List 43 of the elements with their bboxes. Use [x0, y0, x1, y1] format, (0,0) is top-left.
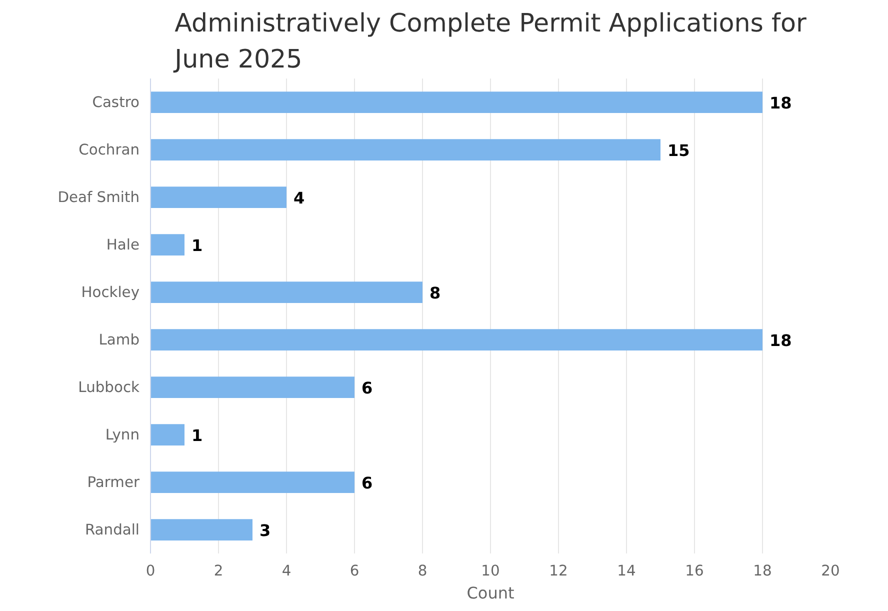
x-tick-label: 8 — [418, 562, 428, 580]
bar — [150, 329, 762, 350]
bar — [150, 139, 660, 160]
data-label: 1 — [192, 236, 203, 255]
data-label: 8 — [430, 283, 441, 302]
bar — [150, 519, 252, 540]
data-label: 3 — [260, 520, 271, 540]
y-tick-label: Parmer — [87, 474, 140, 491]
bar — [150, 282, 422, 303]
bar — [150, 92, 762, 113]
y-tick-label: Lubbock — [78, 378, 140, 396]
y-tick-label: Randall — [84, 521, 140, 538]
x-axis-title: Count — [466, 584, 514, 602]
x-tick-label: 20 — [821, 562, 840, 580]
y-tick-label: Castro — [92, 94, 140, 111]
x-tick-label: 10 — [481, 562, 500, 580]
data-label: 18 — [770, 93, 792, 112]
data-label: 6 — [362, 473, 373, 492]
x-tick-label: 0 — [146, 562, 156, 580]
y-tick-label: Hale — [106, 236, 140, 254]
x-tick-label: 12 — [549, 562, 568, 580]
x-tick-label: 14 — [617, 562, 636, 580]
x-tick-label: 18 — [753, 562, 772, 580]
bar — [150, 186, 286, 208]
data-label: 6 — [362, 378, 373, 398]
y-tick-label: Deaf Smith — [58, 188, 140, 206]
y-tick-label: Cochran — [78, 141, 140, 158]
data-label: 4 — [294, 188, 305, 208]
y-tick-label: Lynn — [105, 426, 140, 444]
bar — [150, 234, 184, 256]
x-tick-label: 4 — [282, 562, 292, 580]
data-label: 15 — [668, 140, 690, 160]
bar — [150, 376, 354, 398]
x-tick-label: 6 — [350, 562, 360, 580]
chart-title: Administratively Complete Permit Applications for June 2025 — [172, 8, 807, 74]
y-tick-label: Hockley — [81, 284, 140, 301]
data-label: 1 — [192, 426, 203, 445]
bar — [150, 424, 184, 446]
bar — [150, 472, 354, 493]
y-tick-label: Lamb — [98, 331, 140, 348]
x-tick-label: 16 — [685, 562, 704, 580]
x-tick-label: 2 — [214, 562, 224, 580]
data-label: 18 — [770, 330, 792, 350]
